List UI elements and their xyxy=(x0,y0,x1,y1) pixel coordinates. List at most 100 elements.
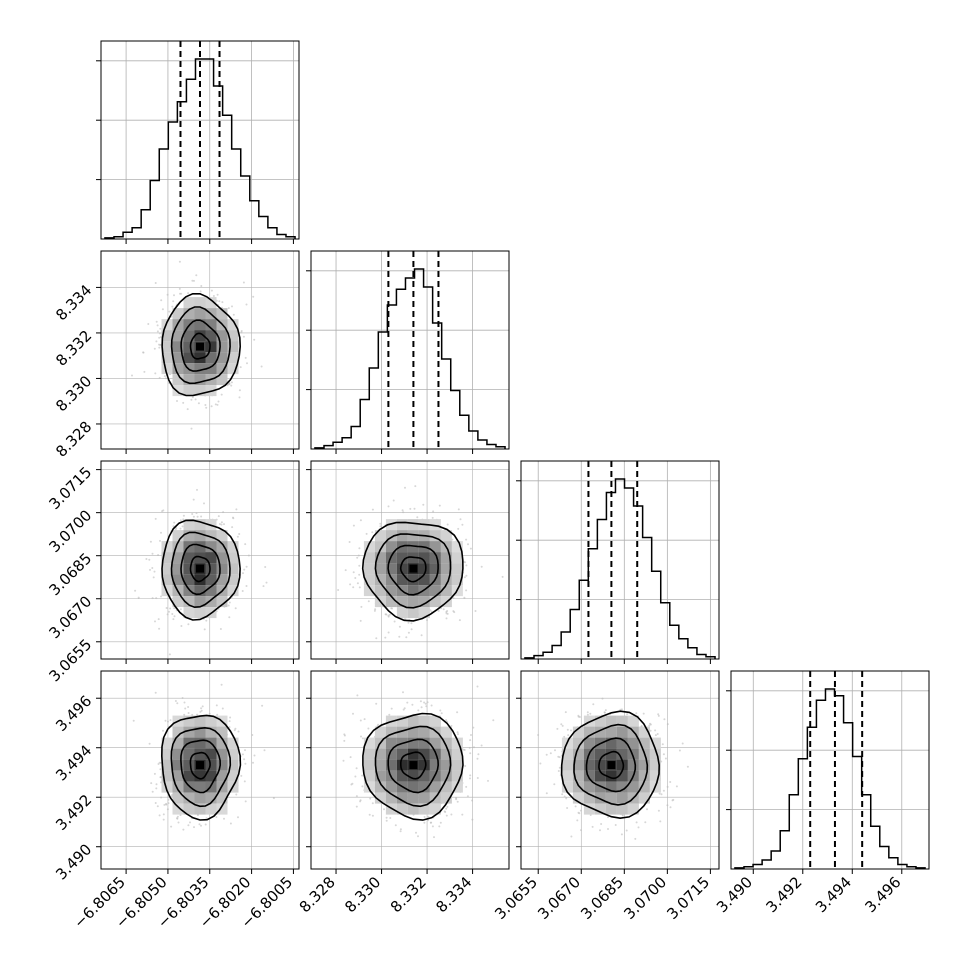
density-cell xyxy=(363,541,375,553)
scatter-point xyxy=(214,403,217,406)
density-cell xyxy=(396,574,408,586)
density-cell xyxy=(451,781,463,793)
density-cell xyxy=(227,585,239,597)
density-cell xyxy=(638,770,650,782)
scatter-point xyxy=(349,756,352,759)
scatter-point xyxy=(649,722,651,725)
scatter-point xyxy=(426,619,428,622)
scatter-point xyxy=(166,293,169,296)
density-cell xyxy=(172,341,184,353)
scatter-point xyxy=(195,512,198,515)
density-cell xyxy=(429,726,441,738)
density-cell xyxy=(374,748,386,760)
scatter-point xyxy=(223,817,225,820)
panel-frame xyxy=(100,670,300,870)
scatter-point xyxy=(407,631,410,634)
scatter-point xyxy=(438,504,441,507)
scatter-point xyxy=(410,622,413,625)
density-cell xyxy=(385,585,397,597)
scatter-point xyxy=(154,372,157,375)
density-cell xyxy=(594,726,606,738)
scatter-point xyxy=(242,572,244,575)
scatter-point xyxy=(570,835,573,838)
density-cell xyxy=(418,792,430,804)
scatter-point xyxy=(167,720,169,723)
density-cell xyxy=(216,737,228,749)
scatter-point xyxy=(379,522,382,525)
scatter-point xyxy=(228,720,231,723)
scatter-point xyxy=(461,523,464,526)
scatter-point xyxy=(231,305,233,308)
density-cell xyxy=(161,319,173,331)
scatter-point xyxy=(191,513,194,515)
scatter-point xyxy=(367,600,370,603)
scatter-point xyxy=(348,541,351,543)
scatter-point xyxy=(433,836,435,839)
scatter-point xyxy=(589,712,592,715)
scatter-point xyxy=(231,526,234,529)
scatter-point xyxy=(456,711,459,714)
scatter-point xyxy=(361,785,364,788)
scatter-point xyxy=(163,803,166,806)
scatter-point xyxy=(187,706,190,708)
density-cell xyxy=(616,715,628,727)
scatter-point xyxy=(148,742,151,745)
scatter-point xyxy=(660,793,663,796)
scatter-point xyxy=(634,837,637,840)
scatter-point xyxy=(234,727,237,730)
density-cell xyxy=(583,781,595,793)
scatter-point xyxy=(233,729,236,732)
scatter-point xyxy=(399,828,402,831)
density-cell xyxy=(440,726,452,738)
density-cell xyxy=(616,770,628,782)
scatter-point xyxy=(239,366,242,369)
scatter-point xyxy=(446,523,449,526)
density-cell xyxy=(407,519,419,531)
histogram-1 xyxy=(314,268,506,449)
scatter-point xyxy=(375,637,378,640)
y-tick-label-1-0: 8.328 xyxy=(52,418,95,461)
scatter-point xyxy=(158,346,161,349)
density-cell xyxy=(374,541,386,553)
scatter-point xyxy=(158,376,161,379)
scatter-point xyxy=(194,398,197,401)
scatter-point xyxy=(365,532,368,535)
density-cell xyxy=(440,585,452,597)
density-cell xyxy=(363,585,375,597)
peak-marker xyxy=(607,761,616,770)
scatter-point xyxy=(563,735,566,738)
scatter-point xyxy=(607,828,609,830)
scatter-point xyxy=(216,293,219,296)
scatter-point xyxy=(265,581,268,584)
scatter-point xyxy=(385,819,388,822)
scatter-point xyxy=(457,527,460,530)
density-cell xyxy=(396,519,408,531)
x-tick-label-2-4: 3.0715 xyxy=(663,873,713,923)
scatter-point xyxy=(189,821,191,824)
density-cell xyxy=(194,541,206,553)
density-cell xyxy=(385,574,397,586)
scatter-point xyxy=(603,711,606,714)
density-cell xyxy=(172,726,184,738)
contour-0.5-sigma xyxy=(400,751,427,780)
scatter-point xyxy=(446,612,449,615)
density-cell xyxy=(385,781,397,793)
y-tick-label-1-3: 8.334 xyxy=(52,281,95,324)
scatter-point xyxy=(172,525,175,528)
contour-2-sigma xyxy=(161,519,241,621)
density-cell xyxy=(172,352,184,364)
scatter-point xyxy=(361,737,364,740)
scatter-point xyxy=(190,427,193,430)
density-cell xyxy=(396,607,408,619)
density-cell xyxy=(205,319,217,331)
density-cell xyxy=(172,737,184,749)
scatter-point xyxy=(607,816,609,819)
density-cell xyxy=(616,781,628,793)
scatter-point xyxy=(501,575,504,578)
density-cell xyxy=(649,759,661,771)
scatter-point xyxy=(450,724,453,727)
scatter-point xyxy=(600,823,603,825)
density-cell xyxy=(227,759,239,771)
scatter-point xyxy=(264,566,267,568)
scatter-point xyxy=(371,814,374,817)
